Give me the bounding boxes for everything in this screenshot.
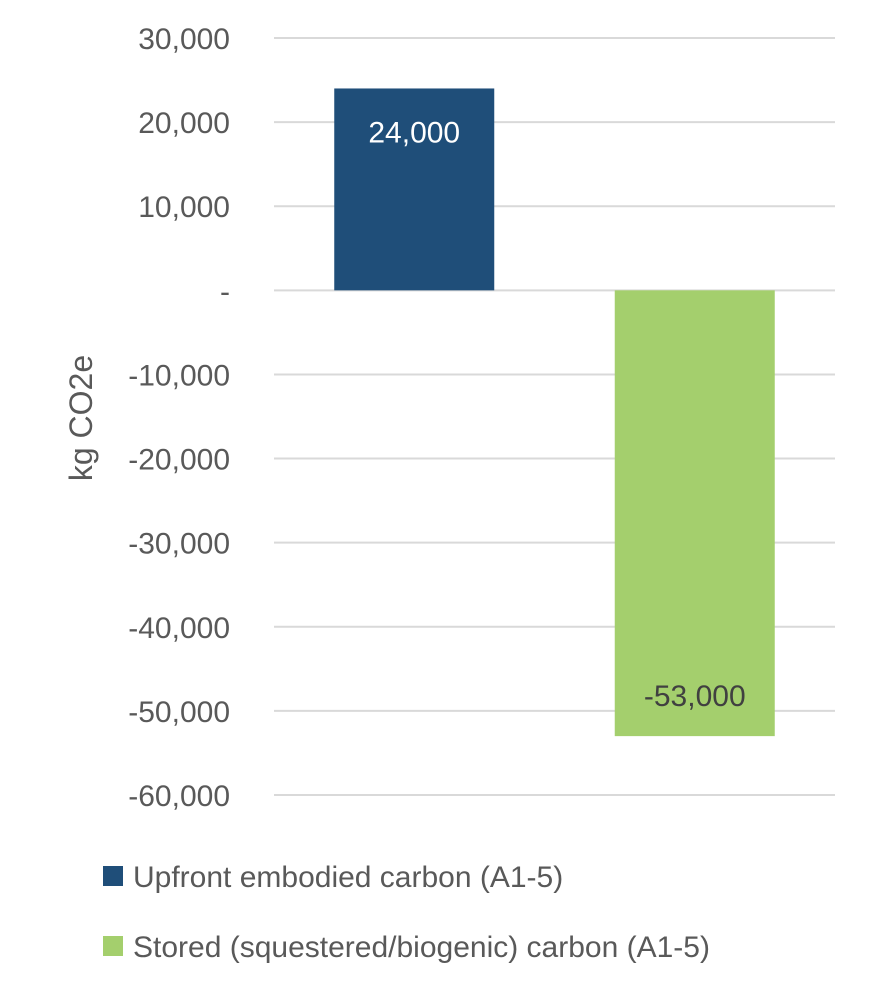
y-axis-ticks: 30,000 20,000 10,000 - -10,000 -20,000 -30,000… <box>128 23 230 813</box>
bars <box>334 88 775 737</box>
y-tick-label: 30,000 <box>138 23 230 56</box>
y-tick-label: -40,000 <box>128 612 230 645</box>
y-tick-label: -20,000 <box>128 444 230 477</box>
bar-stored-carbon <box>614 290 775 737</box>
y-tick-label: 10,000 <box>138 191 230 224</box>
legend-label: Stored (squestered/biogenic) carbon (A1-… <box>133 931 710 964</box>
legend: Upfront embodied carbon (A1-5) Stored (sq… <box>103 861 710 964</box>
y-tick-label: -10,000 <box>128 359 230 392</box>
y-tick-label: -30,000 <box>128 528 230 561</box>
bar-data-label: -53,000 <box>644 680 746 713</box>
y-tick-label: 20,000 <box>138 107 230 140</box>
bar-data-label: 24,000 <box>368 116 460 149</box>
legend-swatch <box>103 936 123 956</box>
y-tick-label: -60,000 <box>128 780 230 813</box>
bar-upfront-embodied-carbon <box>334 88 495 291</box>
y-axis-title: kg CO2e <box>63 355 99 481</box>
legend-label: Upfront embodied carbon (A1-5) <box>133 861 563 894</box>
data-labels: 24,000 -53,000 <box>368 116 745 713</box>
y-tick-label: - <box>220 275 230 308</box>
legend-swatch <box>103 866 123 886</box>
y-tick-label: -50,000 <box>128 696 230 729</box>
